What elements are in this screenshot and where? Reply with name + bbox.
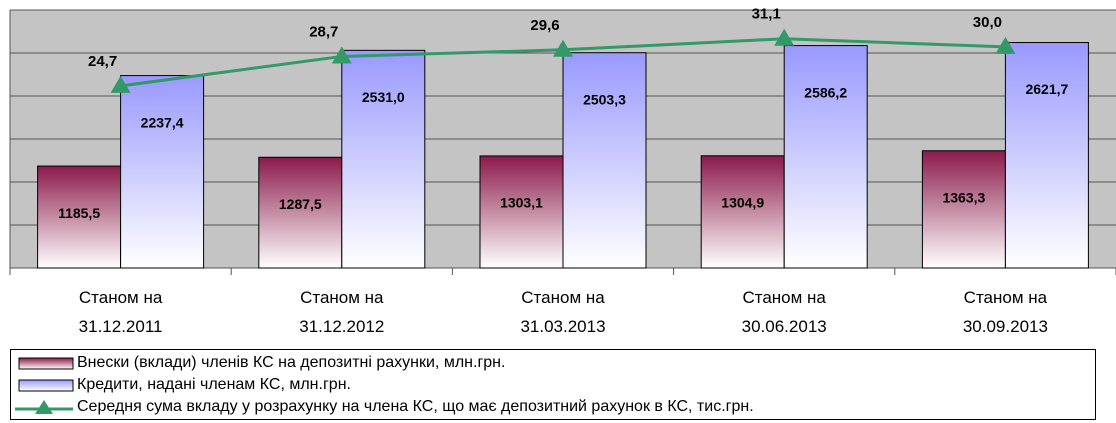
bar [479, 155, 564, 269]
data-label: 29,6 [530, 17, 559, 34]
bar [341, 49, 426, 269]
data-label: 1363,3 [942, 189, 985, 205]
data-label: 2237,4 [141, 114, 184, 130]
data-label: 2531,0 [362, 89, 405, 105]
legend-symbol [15, 400, 73, 414]
data-label: 24,7 [88, 53, 117, 70]
legend: Внески (вклади) членів КС на депозитні р… [10, 349, 1096, 420]
data-label: 1303,1 [500, 195, 543, 211]
x-tick-label: Станом на 31.03.2013 [520, 288, 606, 336]
x-tick-label: Станом на 30.09.2013 [962, 288, 1048, 336]
bar [1004, 42, 1089, 269]
data-label: 30,0 [973, 14, 1002, 31]
x-tick-label: Станом на 30.06.2013 [741, 288, 827, 336]
x-tick-label: Станом на 31.12.2011 [78, 288, 163, 336]
data-label: 2503,3 [583, 91, 626, 107]
bar [783, 45, 868, 269]
marker [110, 75, 131, 93]
legend-label: Внески (вклади) членів КС на депозитні р… [77, 354, 506, 371]
data-label: 1185,5 [58, 205, 100, 221]
data-label: 2621,7 [1025, 81, 1068, 97]
data-label: 31,1 [752, 6, 781, 23]
legend-symbol [18, 379, 74, 392]
bar [120, 75, 205, 269]
bar [562, 52, 647, 269]
data-label: 28,7 [309, 23, 338, 40]
marker [774, 28, 795, 46]
marker [995, 36, 1016, 54]
legend-label: Середня сума вкладу у розрахунку на член… [77, 398, 754, 415]
bar [921, 150, 1006, 269]
data-label: 1304,9 [721, 194, 764, 210]
bar [700, 155, 785, 269]
bar [37, 165, 122, 269]
legend-symbol [18, 357, 74, 370]
marker [553, 39, 573, 57]
bar [258, 156, 343, 269]
x-tick-label: Станом на 31.12.2012 [299, 288, 385, 336]
legend-label: Кредити, надані членам КС, млн.грн. [77, 376, 351, 393]
data-label: 2586,2 [804, 84, 847, 100]
data-label: 1287,5 [279, 196, 322, 212]
marker [331, 46, 352, 64]
